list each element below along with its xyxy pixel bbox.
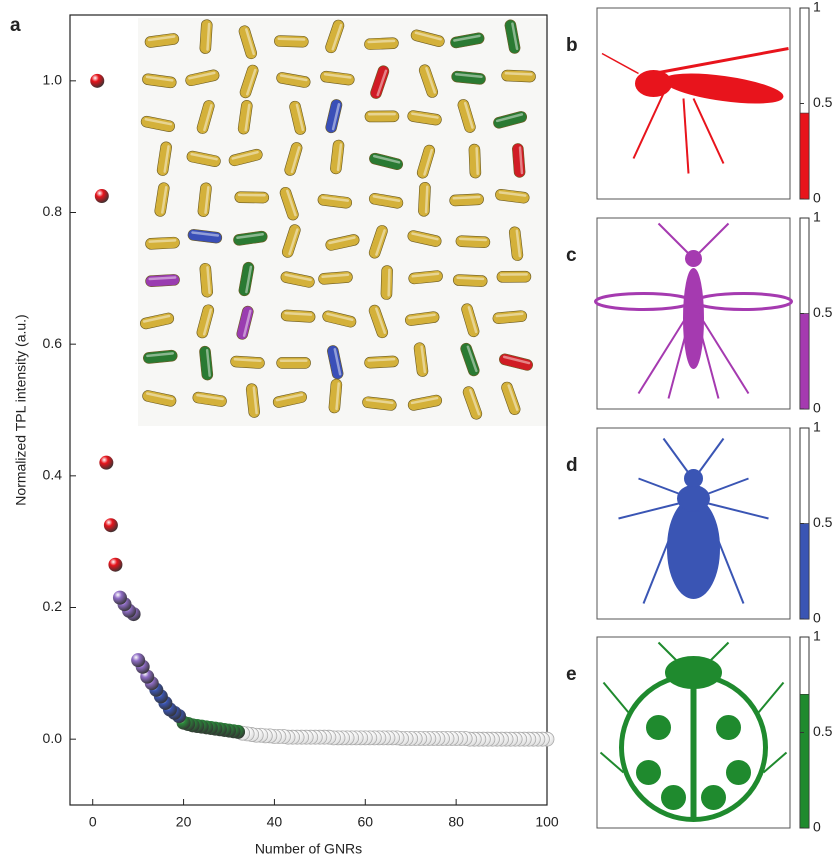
colorbar-tick-label: 0 — [813, 819, 821, 835]
data-point — [104, 518, 118, 532]
data-point — [108, 558, 122, 572]
data-point — [95, 189, 109, 203]
data-point — [131, 653, 145, 667]
ladybug-spot — [637, 761, 661, 785]
data-point — [90, 74, 104, 88]
x-tick-label: 20 — [176, 814, 192, 830]
nanorod-inset — [138, 18, 548, 426]
colorbar-tick-label: 1 — [813, 209, 821, 225]
nanorod — [145, 274, 180, 287]
y-tick-label: 1.0 — [43, 72, 63, 88]
insect-head — [685, 470, 703, 488]
y-tick-label: 0.0 — [43, 730, 63, 746]
nanorod-shine — [238, 194, 266, 197]
y-tick-label: 0.2 — [43, 598, 63, 614]
colorbar-tick-label: 0 — [813, 190, 821, 206]
nanorod — [200, 19, 213, 54]
colorbar-tick-label: 1 — [813, 0, 821, 15]
data-point — [113, 591, 127, 605]
nanorod — [449, 194, 484, 207]
nanorod — [365, 111, 399, 122]
nanorod — [381, 265, 393, 299]
data-point — [99, 456, 113, 470]
x-tick-label: 60 — [357, 814, 373, 830]
ladybug-spot — [647, 716, 671, 740]
nanorod — [501, 70, 535, 83]
page: {"chart_data":[ {"type":"scatter","panel… — [0, 0, 836, 861]
colorbar-tick-label: 0 — [813, 400, 821, 416]
colorbar-tick-label: 1 — [813, 419, 821, 435]
nanorod — [274, 35, 308, 47]
nanorod — [235, 192, 269, 203]
y-axis-title: Normalized TPL intensity (a.u.) — [13, 314, 29, 505]
insect-thorax — [678, 486, 710, 512]
colorbar-tick-label: 0.5 — [813, 94, 833, 110]
panel-label: c — [566, 245, 577, 266]
nanorod-shine — [500, 273, 528, 276]
ladybug-spot — [727, 761, 751, 785]
figure: a0204060801000.00.20.40.60.81.0Number of… — [0, 0, 836, 861]
colorbar-fill — [800, 113, 809, 199]
nanorod — [364, 37, 398, 49]
insect-body — [668, 499, 720, 599]
colorbar-tick-label: 0 — [813, 610, 821, 626]
nanorod — [497, 271, 531, 282]
nanorod — [364, 356, 399, 369]
y-tick-label: 0.6 — [43, 335, 63, 351]
image-frame — [597, 8, 790, 199]
insect-head — [666, 657, 722, 689]
panel-label: b — [566, 35, 578, 56]
nanorod — [199, 263, 213, 298]
nanorod — [145, 237, 180, 250]
colorbar-fill — [800, 314, 809, 410]
y-tick-label: 0.4 — [43, 467, 63, 483]
nanorod — [469, 144, 481, 178]
nanorod — [453, 274, 487, 287]
x-axis-title: Number of GNRs — [255, 841, 362, 857]
ladybug-spot — [717, 716, 741, 740]
panel-label: d — [566, 455, 578, 476]
ladybug-spot — [662, 786, 686, 810]
nanorod — [318, 271, 353, 285]
colorbar-tick-label: 1 — [813, 628, 821, 644]
panel-label: a — [10, 15, 21, 36]
colorbar-fill — [800, 524, 809, 620]
panel-label: e — [566, 664, 577, 685]
x-tick-label: 0 — [89, 814, 97, 830]
x-tick-label: 40 — [267, 814, 283, 830]
nanorod — [281, 310, 316, 323]
x-tick-label: 80 — [448, 814, 464, 830]
colorbar-tick-label: 0.5 — [813, 304, 833, 320]
nanorod — [512, 143, 526, 178]
nanorod-shine — [368, 113, 396, 116]
colorbar-fill — [800, 694, 809, 828]
nanorod — [277, 357, 311, 368]
nanorod-shine — [280, 359, 308, 362]
y-tick-label: 0.8 — [43, 203, 63, 219]
insect-head — [636, 71, 672, 97]
x-tick-label: 100 — [535, 814, 559, 830]
ladybug-spot — [702, 786, 726, 810]
nanorod — [418, 182, 431, 216]
nanorod — [230, 356, 265, 369]
nanorod — [456, 235, 490, 248]
colorbar-tick-label: 0.5 — [813, 723, 833, 739]
colorbar-tick-label: 0.5 — [813, 514, 833, 530]
